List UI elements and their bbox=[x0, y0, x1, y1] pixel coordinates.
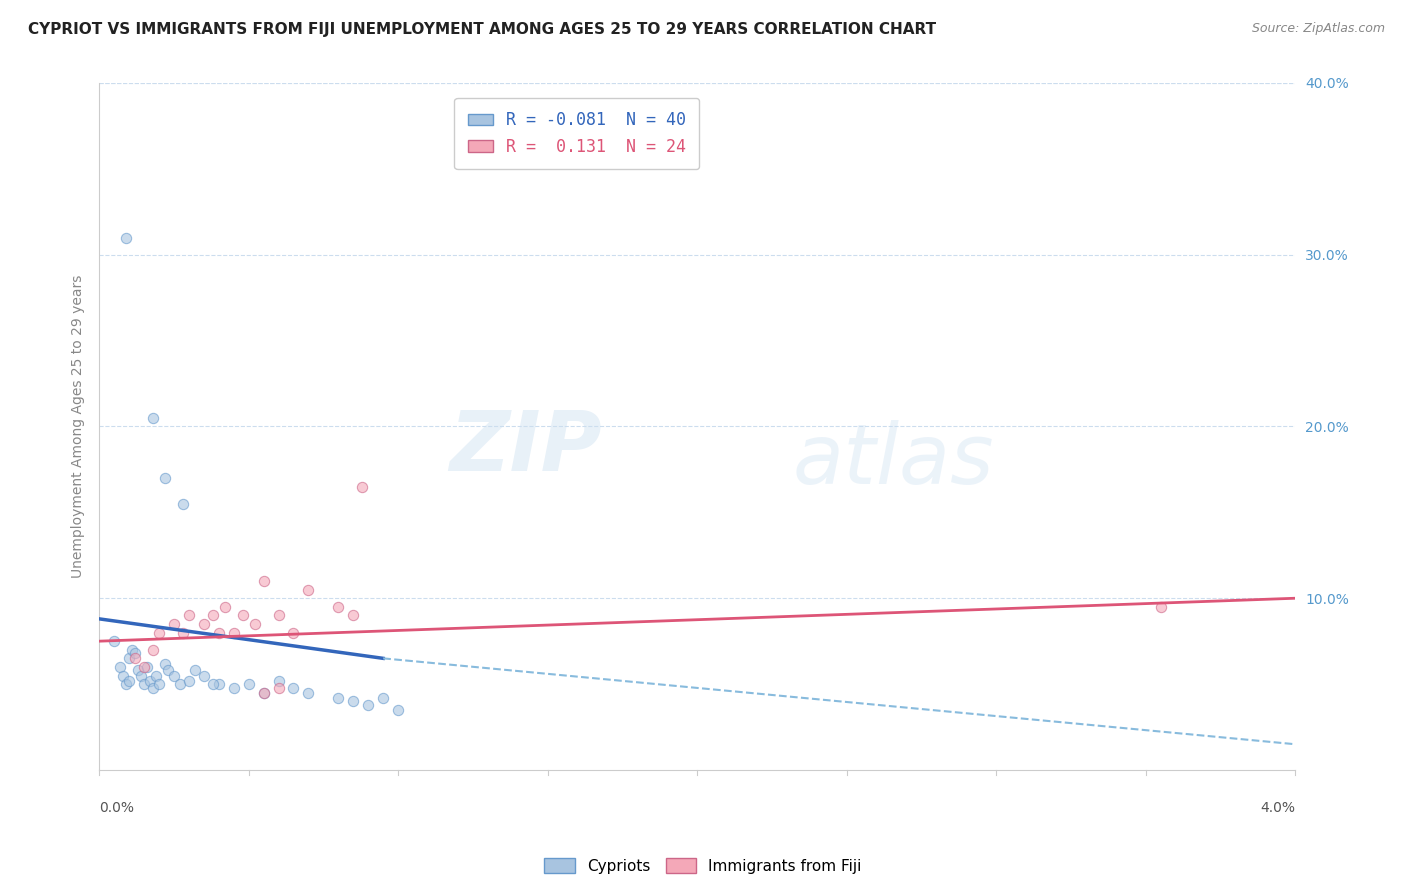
Point bbox=[132, 660, 155, 674]
Point bbox=[243, 617, 266, 632]
Point bbox=[328, 690, 350, 705]
Point bbox=[267, 681, 290, 695]
Point bbox=[297, 582, 319, 597]
Point bbox=[222, 681, 245, 695]
Point bbox=[153, 471, 176, 485]
Point bbox=[139, 673, 162, 688]
Point bbox=[177, 673, 200, 688]
Point bbox=[169, 677, 191, 691]
Point bbox=[142, 410, 165, 425]
Text: Source: ZipAtlas.com: Source: ZipAtlas.com bbox=[1251, 22, 1385, 36]
Point bbox=[208, 625, 231, 640]
Point bbox=[252, 686, 274, 700]
Point bbox=[142, 642, 165, 657]
Point bbox=[136, 660, 159, 674]
Point bbox=[115, 677, 138, 691]
Text: 0.0%: 0.0% bbox=[100, 800, 134, 814]
Point bbox=[373, 690, 395, 705]
Point bbox=[172, 497, 194, 511]
Point bbox=[238, 677, 260, 691]
Point bbox=[193, 668, 215, 682]
Point bbox=[148, 625, 170, 640]
Text: atlas: atlas bbox=[793, 420, 994, 501]
Point bbox=[124, 646, 146, 660]
Point bbox=[112, 668, 135, 682]
Point bbox=[148, 677, 170, 691]
Point bbox=[127, 664, 149, 678]
Legend: R = -0.081  N = 40, R =  0.131  N = 24: R = -0.081 N = 40, R = 0.131 N = 24 bbox=[454, 98, 699, 169]
Point bbox=[153, 657, 176, 671]
Point bbox=[201, 677, 224, 691]
Point bbox=[208, 677, 231, 691]
Point bbox=[267, 673, 290, 688]
Point bbox=[1150, 599, 1173, 614]
Point bbox=[145, 668, 167, 682]
Point bbox=[132, 677, 155, 691]
Point bbox=[124, 651, 146, 665]
Point bbox=[108, 660, 131, 674]
Point bbox=[142, 681, 165, 695]
Point bbox=[283, 681, 305, 695]
Point bbox=[115, 230, 138, 244]
Point bbox=[252, 574, 274, 588]
Point bbox=[222, 625, 245, 640]
Point bbox=[103, 634, 125, 648]
Point bbox=[156, 664, 179, 678]
Point bbox=[328, 599, 350, 614]
Point bbox=[193, 617, 215, 632]
Point bbox=[297, 686, 319, 700]
Text: ZIP: ZIP bbox=[449, 407, 602, 488]
Text: CYPRIOT VS IMMIGRANTS FROM FIJI UNEMPLOYMENT AMONG AGES 25 TO 29 YEARS CORRELATI: CYPRIOT VS IMMIGRANTS FROM FIJI UNEMPLOY… bbox=[28, 22, 936, 37]
Point bbox=[342, 694, 364, 708]
Point bbox=[118, 673, 141, 688]
Point bbox=[201, 608, 224, 623]
Point bbox=[342, 608, 364, 623]
Point bbox=[177, 608, 200, 623]
Point bbox=[387, 703, 409, 717]
Point bbox=[214, 599, 236, 614]
Point bbox=[252, 686, 274, 700]
Y-axis label: Unemployment Among Ages 25 to 29 years: Unemployment Among Ages 25 to 29 years bbox=[72, 275, 86, 578]
Point bbox=[352, 480, 374, 494]
Text: 4.0%: 4.0% bbox=[1260, 800, 1295, 814]
Point bbox=[267, 608, 290, 623]
Point bbox=[184, 664, 207, 678]
Point bbox=[129, 668, 152, 682]
Legend: Cypriots, Immigrants from Fiji: Cypriots, Immigrants from Fiji bbox=[538, 852, 868, 880]
Point bbox=[163, 668, 186, 682]
Point bbox=[283, 625, 305, 640]
Point bbox=[118, 651, 141, 665]
Point bbox=[357, 698, 380, 712]
Point bbox=[172, 625, 194, 640]
Point bbox=[121, 642, 143, 657]
Point bbox=[163, 617, 186, 632]
Point bbox=[232, 608, 254, 623]
